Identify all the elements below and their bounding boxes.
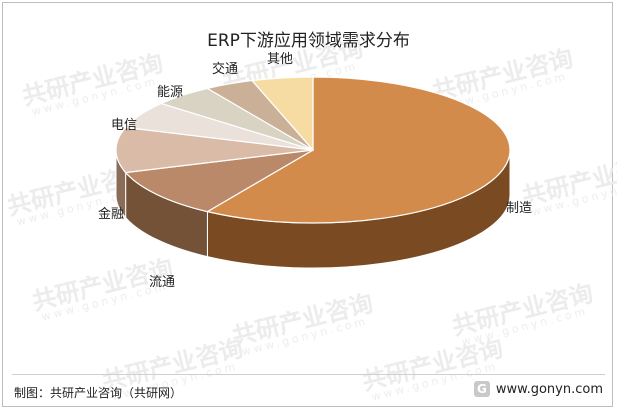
- slice-label: 电信: [111, 118, 137, 133]
- slice-label: 制造: [506, 201, 532, 216]
- pie-slice: [115, 126, 314, 174]
- slice-label: 金融: [98, 206, 124, 222]
- slice-label: 流通: [149, 275, 175, 290]
- brand-logo-icon: G: [473, 381, 490, 397]
- chart-title: ERP下游应用领域需求分布: [207, 31, 410, 51]
- slice-label: 其他: [267, 52, 293, 67]
- brand-website: www.gonyn.com: [495, 381, 603, 397]
- slice-label: 能源: [157, 85, 183, 100]
- pie-tops: [115, 76, 511, 224]
- source-credit: 制图：共研产业咨询（共研网）: [14, 386, 183, 400]
- slice-label: 交通: [212, 61, 238, 77]
- pie-slice: [250, 76, 314, 152]
- brand: G www.gonyn.com: [473, 381, 603, 397]
- footer-divider: [12, 374, 605, 375]
- pie-slice: [205, 76, 511, 224]
- pie-slice: [124, 149, 314, 213]
